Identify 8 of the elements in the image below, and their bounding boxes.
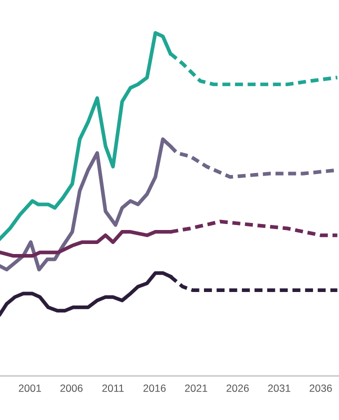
x-tick-label: 2006 (60, 384, 83, 392)
x-tick-label: 2036 (310, 384, 332, 392)
x-tick-label: 2016 (143, 384, 166, 392)
x-tick-label: 2011 (102, 384, 124, 392)
x-tick-label: 2031 (268, 384, 290, 392)
x-tick-label: 2001 (18, 384, 41, 392)
x-tick-label: 2021 (185, 384, 208, 392)
x-tick-label: 2026 (226, 384, 249, 392)
